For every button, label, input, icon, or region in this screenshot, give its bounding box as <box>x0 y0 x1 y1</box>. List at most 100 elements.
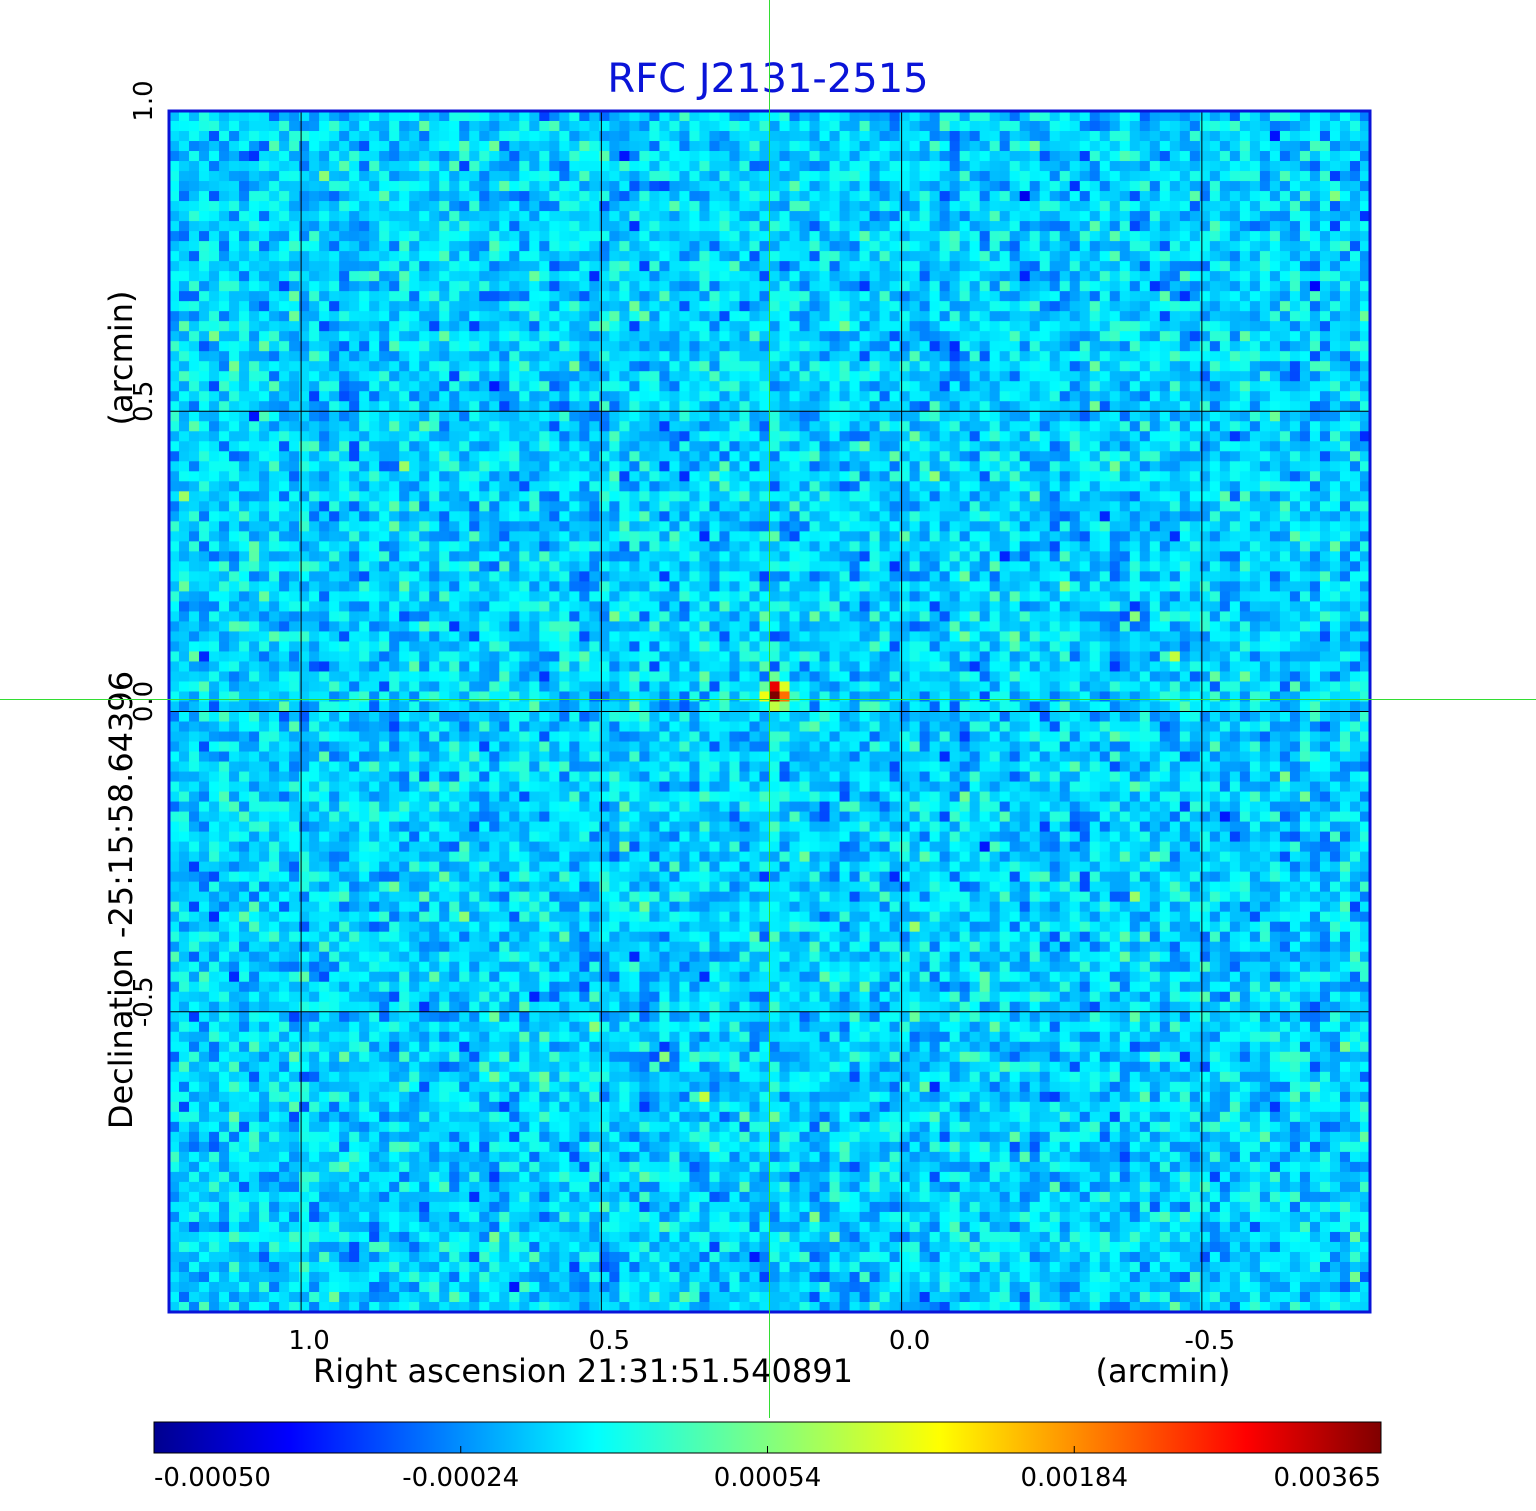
heatmap-cell <box>599 111 610 122</box>
heatmap-cell <box>989 471 1001 482</box>
heatmap-cell <box>179 301 190 312</box>
heatmap-cell <box>189 401 200 412</box>
heatmap-cell <box>679 371 691 382</box>
heatmap-cell <box>369 151 380 162</box>
heatmap-cell <box>979 121 991 132</box>
heatmap-cell <box>739 151 751 162</box>
heatmap-cell <box>1309 191 1321 202</box>
heatmap-cell <box>469 131 480 142</box>
heatmap-cell <box>539 501 550 512</box>
heatmap-cell <box>689 201 701 212</box>
heatmap-cell <box>919 481 931 492</box>
heatmap-cell <box>709 491 721 502</box>
heatmap-cell <box>709 261 721 272</box>
heatmap-cell <box>799 221 811 232</box>
heatmap-cell <box>1249 511 1261 522</box>
heatmap-cell <box>849 291 861 302</box>
heatmap-cell <box>419 441 430 452</box>
heatmap-cell <box>1099 221 1111 232</box>
heatmap-cell <box>679 231 691 242</box>
heatmap-cell <box>469 361 480 372</box>
heatmap-cell <box>1249 231 1261 242</box>
heatmap-cell <box>1319 331 1331 342</box>
heatmap-cell <box>829 121 841 132</box>
heatmap-cell <box>519 261 530 272</box>
heatmap-cell <box>1209 371 1221 382</box>
heatmap-cell <box>419 121 430 132</box>
heatmap-cell <box>929 241 941 252</box>
heatmap-cell <box>1149 251 1161 262</box>
heatmap-cell <box>259 351 270 362</box>
heatmap-cell <box>1069 261 1081 272</box>
heatmap-cell <box>269 251 280 262</box>
heatmap-cell <box>239 171 250 182</box>
heatmap-cell <box>1099 131 1111 142</box>
heatmap-cell <box>679 301 691 312</box>
heatmap-cell <box>1099 511 1111 522</box>
heatmap-cell <box>209 121 220 132</box>
heatmap-cell <box>729 311 741 322</box>
heatmap-cell <box>569 321 580 332</box>
heatmap-cell <box>1039 511 1051 522</box>
heatmap-cell <box>529 181 540 192</box>
heatmap-cell <box>1069 111 1081 122</box>
heatmap-cell <box>729 431 741 442</box>
heatmap-cell <box>729 491 741 502</box>
heatmap-cell <box>829 211 841 222</box>
heatmap-cell <box>789 311 801 322</box>
heatmap-cell <box>529 341 540 352</box>
heatmap-cell <box>849 371 861 382</box>
heatmap-cell <box>559 481 570 492</box>
heatmap-cell <box>1059 221 1071 232</box>
heatmap-cell <box>529 131 540 142</box>
heatmap-cell <box>589 241 600 252</box>
heatmap-cell <box>1289 181 1301 192</box>
heatmap-cell <box>1009 251 1021 262</box>
heatmap-cell <box>1189 471 1201 482</box>
heatmap-cell <box>1069 181 1081 192</box>
heatmap-cell <box>289 391 300 402</box>
heatmap-cell <box>849 211 861 222</box>
heatmap-cell <box>269 201 280 212</box>
heatmap-cell <box>1249 471 1261 482</box>
heatmap-cell <box>699 421 711 432</box>
heatmap-cell <box>1069 161 1081 172</box>
heatmap-cell <box>499 111 510 122</box>
heatmap-cell <box>1129 251 1141 262</box>
heatmap-cell <box>1129 341 1141 352</box>
heatmap-cell <box>169 391 180 402</box>
heatmap-cell <box>879 421 891 432</box>
heatmap-cell <box>179 161 190 172</box>
heatmap-cell <box>469 341 480 352</box>
heatmap-cell <box>389 301 400 312</box>
heatmap-cell <box>309 211 320 222</box>
heatmap-cell <box>1149 231 1161 242</box>
heatmap-cell <box>1039 261 1051 272</box>
heatmap-cell <box>1229 351 1241 362</box>
heatmap-cell <box>1119 131 1131 142</box>
heatmap-cell <box>479 441 490 452</box>
heatmap-cell <box>649 411 661 422</box>
heatmap-cell <box>819 511 831 522</box>
heatmap-cell <box>369 331 380 342</box>
heatmap-cell <box>339 281 350 292</box>
heatmap-cell <box>1259 191 1271 202</box>
heatmap-cell <box>1109 381 1121 392</box>
heatmap-cell <box>819 341 831 352</box>
heatmap-cell <box>189 121 200 132</box>
heatmap-cell <box>1319 161 1331 172</box>
heatmap-cell <box>609 201 620 212</box>
heatmap-cell <box>239 381 250 392</box>
heatmap-cell <box>739 381 751 392</box>
heatmap-cell <box>409 381 420 392</box>
heatmap-cell <box>399 281 410 292</box>
heatmap-cell <box>1169 251 1181 262</box>
heatmap-cell <box>539 381 550 392</box>
heatmap-cell <box>189 431 200 442</box>
heatmap-cell <box>669 311 681 322</box>
heatmap-cell <box>1039 451 1051 462</box>
heatmap-cell <box>1239 341 1251 352</box>
heatmap-cell <box>489 441 500 452</box>
heatmap-cell <box>659 271 671 282</box>
heatmap-cell <box>1309 141 1321 152</box>
